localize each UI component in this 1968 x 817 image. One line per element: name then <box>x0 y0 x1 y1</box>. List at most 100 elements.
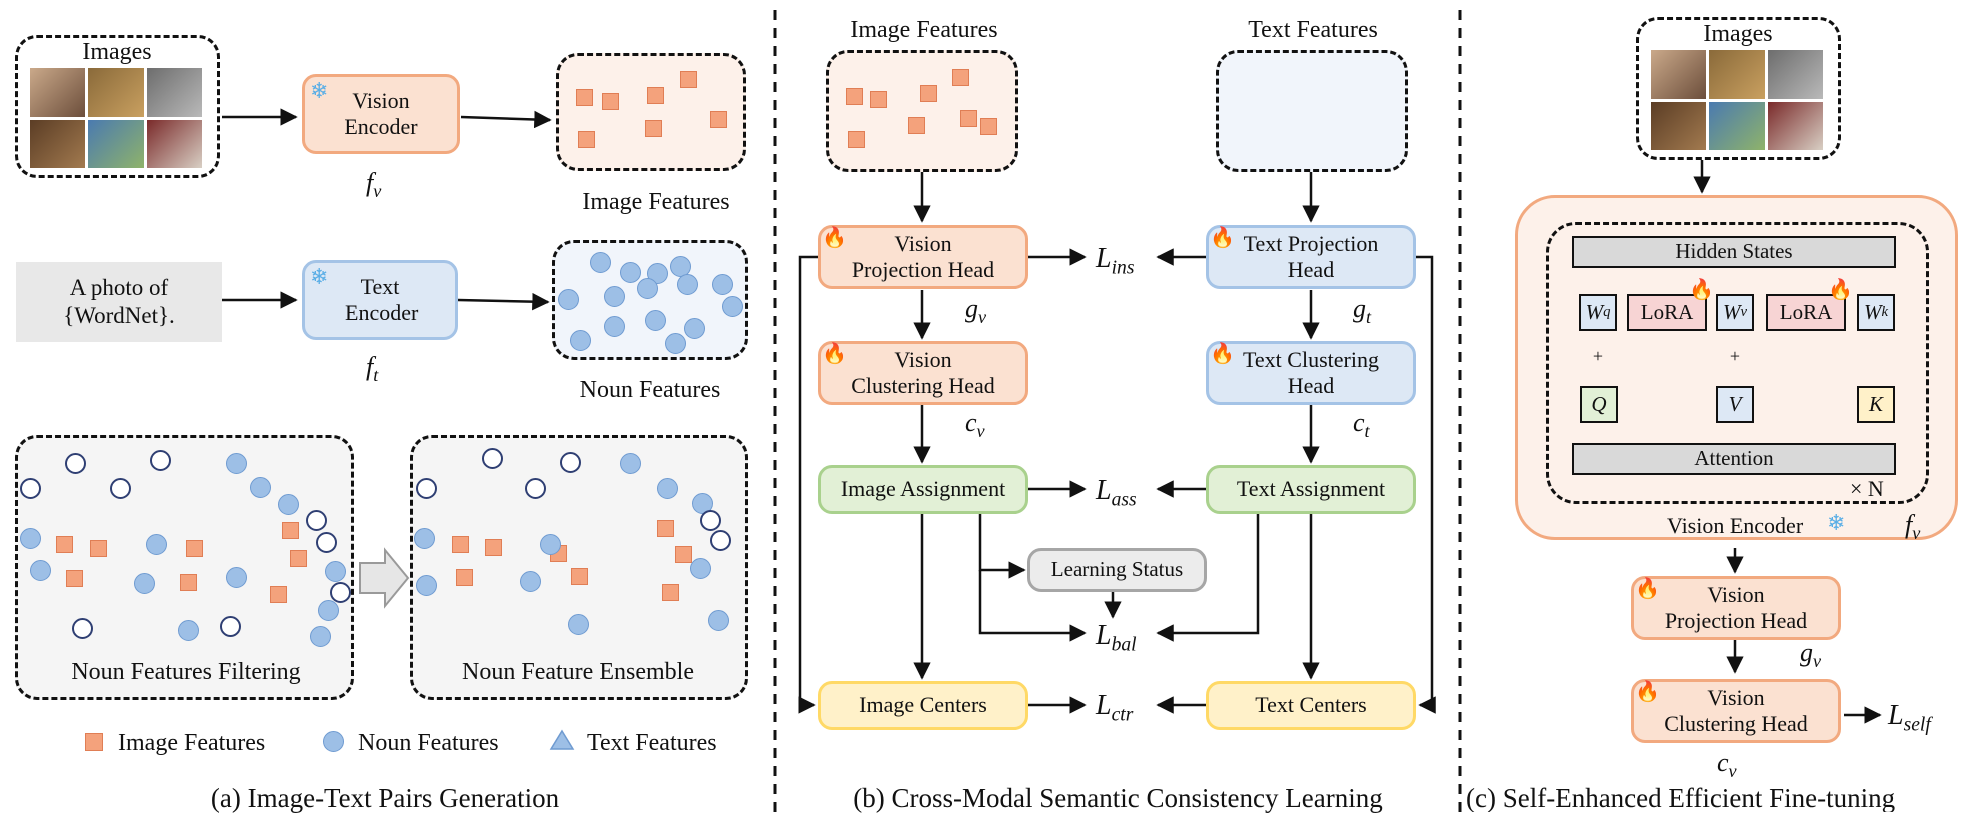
c-vision-clustering-head: Vision Clustering Head <box>1631 679 1841 743</box>
b-text-features-box <box>1216 50 1408 172</box>
open-dot-marker <box>710 530 731 551</box>
noun-feature-marker <box>657 478 678 499</box>
q-box: Q <box>1580 386 1618 423</box>
birdhouse-image <box>88 119 144 168</box>
open-dot-marker <box>110 478 131 499</box>
text-encoder-label: Text Encoder <box>345 273 419 325</box>
f-v-symbol: fv <box>366 168 382 202</box>
noun-feature-marker <box>416 575 437 596</box>
flow-arrow-icon <box>359 547 410 609</box>
b-vision-clustering-head: Vision Clustering Head <box>818 341 1028 405</box>
text-encoder-box: Text Encoder <box>302 260 458 340</box>
noun-feature-marker <box>708 610 729 631</box>
image-feature-marker <box>56 536 73 553</box>
image-feature-marker <box>870 91 887 108</box>
birdhouse-image <box>1709 101 1765 150</box>
noun-feature-marker <box>604 286 625 307</box>
legend-image-features: Image Features <box>118 730 266 756</box>
image-feature-marker <box>66 570 83 587</box>
b-vision-projection-label: Vision Projection Head <box>851 230 995 282</box>
image-thumbnails <box>30 68 202 168</box>
lora-box: LoRA <box>1627 294 1707 331</box>
noun-feature-marker <box>414 528 435 549</box>
c-v-symbol: cv <box>965 408 985 442</box>
donkey-image <box>1767 50 1823 99</box>
ensemble-label: Noun Feature Ensemble <box>462 659 694 685</box>
guinea-pig-image <box>30 68 86 117</box>
image-feature-marker <box>675 546 692 563</box>
open-dot-marker <box>306 510 327 531</box>
image-feature-marker <box>960 110 977 127</box>
image-centers-box: Image Centers <box>818 681 1028 730</box>
filtering-box <box>15 435 354 700</box>
snowflake-icon: ❄ <box>310 264 329 289</box>
c-images-box <box>1636 17 1841 160</box>
noun-feature-marker <box>684 318 705 339</box>
image-feature-marker <box>452 536 469 553</box>
noun-feature-marker <box>250 477 271 498</box>
noun-feature-marker <box>310 626 331 647</box>
c-images-label: Images <box>1703 21 1773 47</box>
birdhouse-image <box>146 119 202 168</box>
guinea-pig-image <box>88 68 144 117</box>
noun-feature-marker <box>520 571 541 592</box>
b-text-clustering-label: Text Clustering Head <box>1243 346 1379 398</box>
noun-feature-marker <box>570 330 591 351</box>
noun-feature-marker <box>30 560 51 581</box>
c-vision-projection-label: Vision Projection Head <box>1664 581 1808 633</box>
attention-box: Attention <box>1572 443 1896 475</box>
g-v-symbol: gv <box>965 294 987 328</box>
fire-icon: 🔥 <box>1210 343 1235 365</box>
caption-a: (a) Image-Text Pairs Generation <box>210 783 560 813</box>
c-f-v-symbol: fv <box>1905 510 1921 544</box>
open-dot-marker <box>416 478 437 499</box>
g-t-symbol: gt <box>1353 294 1372 328</box>
l-self-symbol: Lself <box>1888 700 1931 736</box>
image-feature-marker <box>270 586 287 603</box>
noun-feature-marker <box>722 296 743 317</box>
prompt-template: A photo of {WordNet}. <box>16 262 222 342</box>
open-dot-marker <box>65 453 86 474</box>
fire-icon: 🔥 <box>1210 227 1235 249</box>
hidden-states-label: Hidden States <box>1675 239 1793 264</box>
fire-icon: 🔥 <box>1635 578 1660 600</box>
images-label: Images <box>82 39 152 65</box>
image-feature-marker <box>980 118 997 135</box>
b-text-projection-label: Text Projection Head <box>1243 230 1379 282</box>
noun-feature-marker <box>540 534 561 555</box>
b-image-features-label: Image Features <box>850 17 998 43</box>
noun-feature-marker <box>558 289 579 310</box>
c-t-symbol: ct <box>1353 408 1370 442</box>
image-assignment-box: Image Assignment <box>818 465 1028 514</box>
noun-feature-marker <box>620 262 641 283</box>
noun-feature-marker <box>712 274 733 295</box>
image-feature-marker <box>647 87 664 104</box>
noun-feature-marker <box>134 573 155 594</box>
fire-icon: 🔥 <box>822 227 847 249</box>
plus-symbol: + <box>1592 346 1604 366</box>
fire-icon: 🔥 <box>1689 279 1714 301</box>
image-feature-marker <box>908 117 925 134</box>
noun-feature-marker <box>278 494 299 515</box>
b-text-projection-head: Text Projection Head <box>1206 225 1416 289</box>
image-feature-marker <box>920 85 937 102</box>
image-feature-marker <box>290 550 307 567</box>
noun-features-label: Noun Features <box>579 377 721 403</box>
l-ins-symbol: Lins <box>1096 243 1135 279</box>
noun-feature-marker <box>178 620 199 641</box>
image-feature-marker <box>571 568 588 585</box>
image-feature-marker <box>645 120 662 137</box>
image-centers-label: Image Centers <box>859 692 987 718</box>
noun-feature-legend-icon <box>323 731 344 752</box>
noun-feature-marker <box>226 453 247 474</box>
l-bal-symbol: Lbal <box>1096 620 1137 656</box>
noun-feature-marker <box>645 310 666 331</box>
image-assignment-label: Image Assignment <box>840 476 1006 502</box>
deer-image <box>1651 101 1707 150</box>
fire-icon: 🔥 <box>1828 279 1853 301</box>
text-centers-label: Text Centers <box>1255 692 1367 718</box>
image-feature-marker <box>186 540 203 557</box>
